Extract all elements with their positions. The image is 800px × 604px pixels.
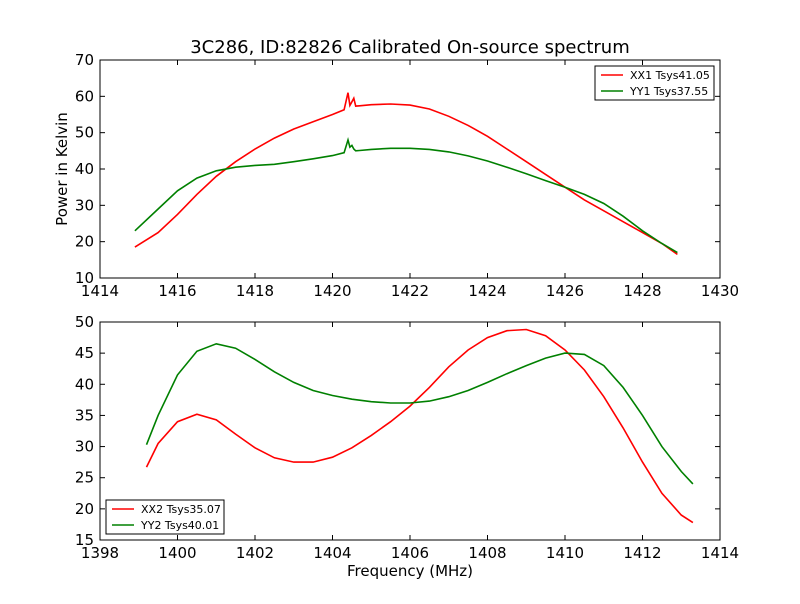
x-tick-label: 1398 — [81, 544, 119, 562]
y-tick-label: 40 — [75, 160, 94, 178]
legend-box — [105, 499, 225, 535]
legend: XX2 Tsys35.07 YY2 Tsys40.01 — [105, 499, 225, 535]
x-tick-label: 1428 — [623, 282, 661, 300]
x-tick-label: 1424 — [468, 282, 506, 300]
y-tick-label: 40 — [75, 375, 94, 393]
legend-label: YY2 Tsys40.01 — [140, 519, 219, 532]
y-tick-label: 60 — [75, 87, 94, 105]
legend-label: XX2 Tsys35.07 — [141, 503, 221, 516]
x-tick-label: 1406 — [391, 544, 429, 562]
y-tick-label: 45 — [75, 344, 94, 362]
y-tick-label: 35 — [75, 406, 94, 424]
series-line-1 — [145, 328, 694, 524]
x-tick-label: 1412 — [623, 544, 661, 562]
y-tick-label: 50 — [75, 313, 94, 331]
x-tick-label: 1414 — [81, 282, 119, 300]
panel-2: 1398 1400 1402 1404 1406 1408 1410 1412 1414 15 20… — [75, 313, 739, 580]
x-axis-label: Frequency (MHz) — [347, 562, 473, 580]
y-tick-label: 20 — [75, 233, 94, 251]
x-tick-label: 1402 — [236, 544, 274, 562]
panel-1: 1414 1416 1418 1420 1422 1424 1426 1428 1430 10 20… — [53, 51, 739, 300]
y-tick-label: 10 — [75, 269, 94, 287]
y-tick-label: 30 — [75, 196, 94, 214]
y-tick-label: 20 — [75, 500, 94, 518]
y-tick-label: 30 — [75, 438, 94, 456]
x-tick-label: 1408 — [468, 544, 506, 562]
y-tick-label: 70 — [75, 51, 94, 69]
chart-title: 3C286, ID:82826 Calibrated On-source spe… — [190, 37, 630, 58]
series-line-2 — [134, 136, 678, 254]
x-tick-label: 1426 — [546, 282, 584, 300]
x-tick-label: 1418 — [236, 282, 274, 300]
legend-label: XX1 Tsys41.05 — [630, 69, 710, 82]
x-tick-label: 1410 — [546, 544, 584, 562]
legend-box — [594, 65, 715, 101]
x-tick-label: 1414 — [701, 544, 739, 562]
y-tick-label: 15 — [75, 531, 94, 549]
series-line-1 — [134, 92, 678, 256]
x-tick-label: 1422 — [391, 282, 429, 300]
series-line-2 — [145, 342, 694, 485]
y-axis-label: Power in Kelvin — [53, 112, 71, 226]
x-tick-label: 1420 — [313, 282, 351, 300]
legend-label: YY1 Tsys37.55 — [629, 85, 708, 98]
x-tick-label: 1416 — [158, 282, 196, 300]
legend: XX1 Tsys41.05 YY1 Tsys37.55 — [594, 65, 715, 101]
x-tick-label: 1404 — [313, 544, 351, 562]
x-tick-label: 1400 — [158, 544, 196, 562]
x-tick-label: 1430 — [701, 282, 739, 300]
y-tick-label: 50 — [75, 124, 94, 142]
y-tick-label: 25 — [75, 469, 94, 487]
